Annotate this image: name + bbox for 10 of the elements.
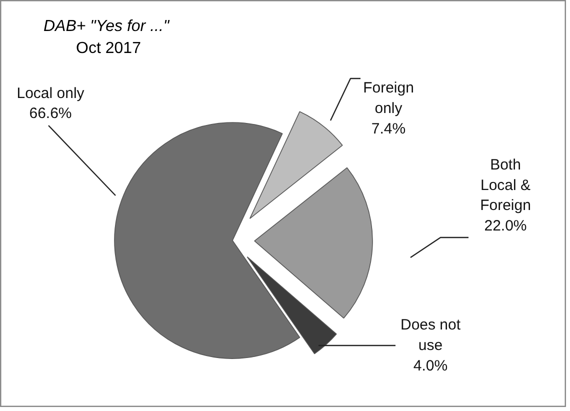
data-label: 22.0% xyxy=(484,218,527,235)
data-label: 7.4% xyxy=(371,120,406,138)
slice-label: Does not use xyxy=(400,316,462,354)
data-label: 66.6% xyxy=(29,105,72,122)
slice-label: Local only xyxy=(16,84,85,102)
slice-label: Foreign only xyxy=(363,80,414,117)
data-label: 4.0% xyxy=(413,357,448,374)
slice-label: Both Local & Foreign xyxy=(480,156,531,214)
chart-subtitle: Oct 2017 xyxy=(76,40,142,57)
chart-title: DAB+ "Yes for ..." xyxy=(43,18,170,35)
